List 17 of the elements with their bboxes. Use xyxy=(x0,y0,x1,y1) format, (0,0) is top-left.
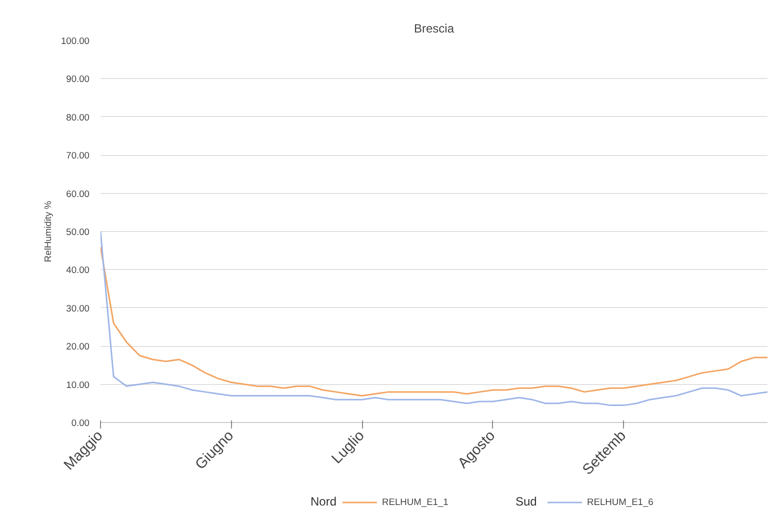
text: Nord xyxy=(310,494,337,508)
y-tick-label: 60.00 xyxy=(66,188,90,199)
y-axis-title: RelHumidity % xyxy=(42,200,53,262)
text: Sud xyxy=(516,494,537,508)
y-tick-label: 90.00 xyxy=(66,74,90,84)
y-tick-label: 100.00 xyxy=(60,36,90,46)
chart-title: Brescia xyxy=(414,22,454,36)
y-tick-label: 20.00 xyxy=(66,342,90,352)
legend-label: RELHUM_E1_6 xyxy=(587,497,654,507)
y-tick-label: 10.00 xyxy=(66,380,90,390)
y-tick-label: 70.00 xyxy=(66,150,90,161)
y-tick-label: 50.00 xyxy=(66,227,90,237)
legend-label: RELHUM_E1_1 xyxy=(382,497,448,507)
y-tick-label: 0.00 xyxy=(71,418,90,428)
y-tick-label: 30.00 xyxy=(66,303,90,314)
y-tick-label: 40.00 xyxy=(66,265,90,276)
y-tick-label: 80.00 xyxy=(66,112,90,122)
